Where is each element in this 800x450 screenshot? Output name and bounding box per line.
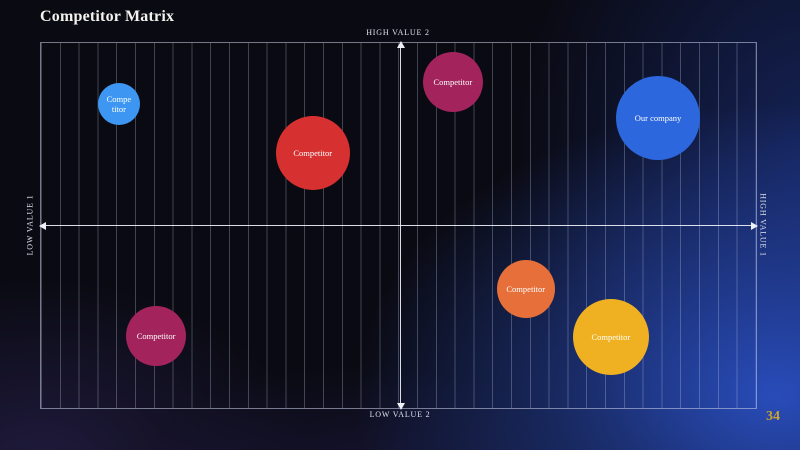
axis-arrow-up-icon bbox=[396, 41, 405, 48]
axis-label-top: HIGH VALUE 2 bbox=[366, 28, 430, 37]
bubble-layer: Competitor Competitor Competitor Our compan… bbox=[41, 43, 756, 408]
bubble-competitor: Competitor bbox=[97, 82, 140, 125]
page-number: 34 bbox=[766, 409, 780, 424]
competitor-matrix-chart: Competitor Competitor Competitor Our compan… bbox=[39, 41, 758, 410]
bubble-competitor: Competitor bbox=[126, 306, 187, 367]
axis-label-right: HIGH VALUE 1 bbox=[758, 193, 768, 257]
axis-arrow-down-icon bbox=[396, 403, 405, 410]
bubble-competitor: Competitor bbox=[496, 260, 555, 318]
vertical-axis bbox=[396, 41, 405, 410]
axis-label-left: LOW VALUE 1 bbox=[25, 194, 35, 256]
bubble-competitor: Competitor bbox=[572, 298, 649, 375]
bubble-label: Competitor bbox=[293, 147, 333, 158]
horizontal-axis bbox=[39, 221, 758, 230]
page-title: Competitor Matrix bbox=[40, 8, 175, 25]
bubble-label: Competitor bbox=[506, 283, 546, 294]
bubble-label: Competitor bbox=[591, 331, 631, 342]
bubble-label: Competitor bbox=[106, 93, 132, 114]
bubble-label: Competitor bbox=[433, 76, 473, 87]
axis-arrow-right-icon bbox=[751, 221, 758, 230]
bubble-our-company: Our company bbox=[616, 75, 701, 160]
bubble-label: Our company bbox=[634, 112, 682, 123]
axis-arrow-left-icon bbox=[39, 221, 46, 230]
axis-label-bottom: LOW VALUE 2 bbox=[369, 410, 431, 419]
bubble-competitor: Competitor bbox=[275, 115, 350, 190]
bubble-competitor: Competitor bbox=[422, 52, 483, 113]
bubble-label: Competitor bbox=[136, 331, 176, 341]
